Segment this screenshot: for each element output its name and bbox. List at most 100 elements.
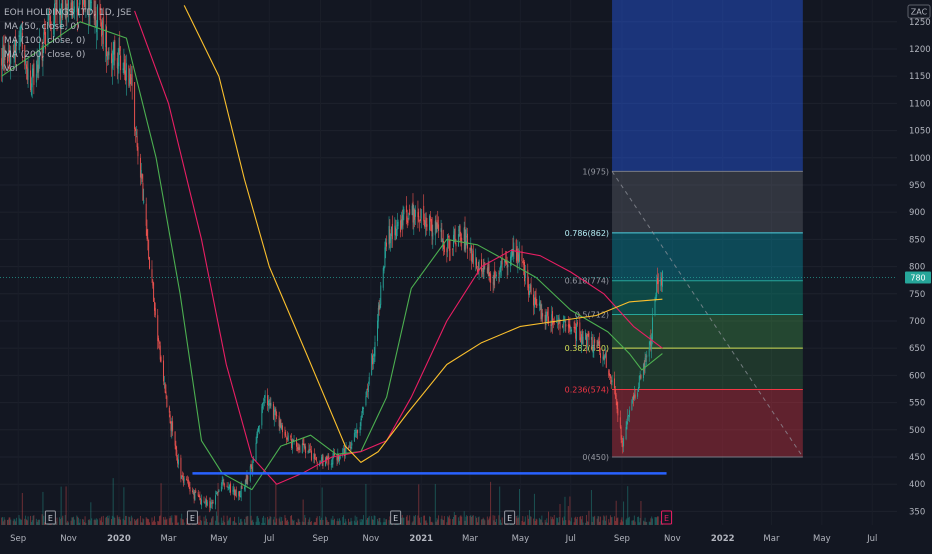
candle-body — [642, 364, 644, 379]
volume-bar — [30, 515, 32, 525]
volume-bar — [97, 519, 98, 525]
volume-bar — [412, 521, 414, 525]
candle-body — [255, 442, 257, 461]
volume-bar — [413, 515, 415, 525]
candle-body — [111, 53, 112, 64]
candle-body — [50, 27, 52, 30]
y-tick-label: 1200 — [909, 45, 931, 55]
volume-bar — [301, 521, 303, 525]
volume-bar — [234, 522, 236, 525]
candle-body — [356, 429, 358, 433]
volume-bar — [82, 519, 84, 525]
candle-body — [244, 486, 245, 490]
volume-bar — [201, 520, 202, 525]
volume-bar — [99, 518, 101, 525]
volume-bar — [524, 516, 526, 525]
candle-body — [90, 1, 92, 4]
candle-body — [142, 182, 144, 201]
candle-body — [49, 16, 51, 27]
volume-bar — [215, 520, 217, 525]
candle-body — [241, 486, 243, 489]
candle-body — [315, 458, 316, 460]
volume-bar — [101, 522, 103, 525]
volume-bar — [351, 521, 353, 525]
candle-body — [397, 221, 399, 227]
candle-body — [350, 446, 352, 449]
volume-bar — [467, 516, 468, 525]
candle-body — [130, 78, 132, 80]
candle-body — [521, 251, 523, 262]
volume-bar — [628, 517, 630, 525]
candle-body — [263, 398, 265, 401]
candle-body — [10, 52, 12, 64]
volume-bar — [32, 515, 34, 525]
volume-bar — [331, 520, 333, 525]
volume-bar — [171, 515, 173, 525]
volume-bar — [627, 486, 629, 525]
volume-bar — [206, 522, 208, 525]
volume-bar — [229, 517, 231, 525]
volume-bar — [330, 518, 332, 525]
candle-body — [509, 256, 511, 266]
candle-body — [582, 336, 584, 345]
volume-bar — [556, 517, 558, 525]
candle-body — [550, 324, 552, 326]
candle-body — [573, 326, 575, 328]
volume-bar — [106, 516, 107, 525]
candle-body — [619, 417, 621, 428]
volume-bar — [55, 521, 57, 525]
volume-bar — [605, 515, 607, 525]
candle-body — [122, 68, 124, 70]
candle-body — [435, 219, 437, 230]
candle-body — [343, 448, 345, 457]
candle-body — [88, 0, 90, 14]
volume-bar — [164, 516, 166, 525]
volume-bar — [523, 522, 525, 525]
candle-body — [272, 404, 274, 420]
candle-body — [215, 492, 217, 495]
volume-bar — [263, 515, 264, 525]
candle-body — [6, 56, 8, 64]
volume-bar — [585, 522, 587, 525]
volume-bar — [521, 520, 523, 525]
earnings-marker-box — [504, 510, 516, 525]
volume-bar — [235, 522, 237, 525]
candle-body — [440, 228, 442, 232]
volume-bar — [282, 520, 283, 525]
y-tick-label: 950 — [909, 181, 925, 191]
volume-bar — [348, 522, 350, 525]
candle-body — [657, 276, 658, 285]
volume-bar — [598, 516, 600, 525]
volume-bar — [472, 515, 473, 525]
volume-bar — [637, 517, 639, 525]
earnings-marker-label: E — [664, 514, 669, 523]
volume-bar — [429, 516, 430, 525]
volume-bar — [476, 522, 478, 525]
candle-body — [84, 0, 86, 10]
fib-level-label: 0.382(650) — [565, 344, 609, 353]
candle-body — [309, 449, 311, 453]
candle-body — [321, 457, 323, 461]
candle-body — [105, 29, 107, 48]
y-tick-label: 1100 — [909, 99, 931, 109]
volume-bar — [522, 516, 524, 525]
volume-bar — [325, 517, 327, 525]
candle-body — [412, 201, 414, 223]
candle-body — [267, 400, 269, 407]
candle-body — [530, 284, 532, 295]
candle-body — [234, 489, 236, 496]
candle-body — [415, 209, 416, 217]
x-tick-label: Nov — [363, 534, 380, 544]
volume-bar — [621, 517, 623, 525]
candle-body — [296, 438, 297, 447]
candle-body — [378, 305, 380, 311]
candle-body — [256, 433, 258, 443]
volume-bar — [64, 515, 66, 525]
volume-bar — [3, 517, 5, 525]
candle-body — [374, 342, 376, 357]
candle-body — [97, 5, 98, 27]
candle-body — [177, 457, 179, 464]
